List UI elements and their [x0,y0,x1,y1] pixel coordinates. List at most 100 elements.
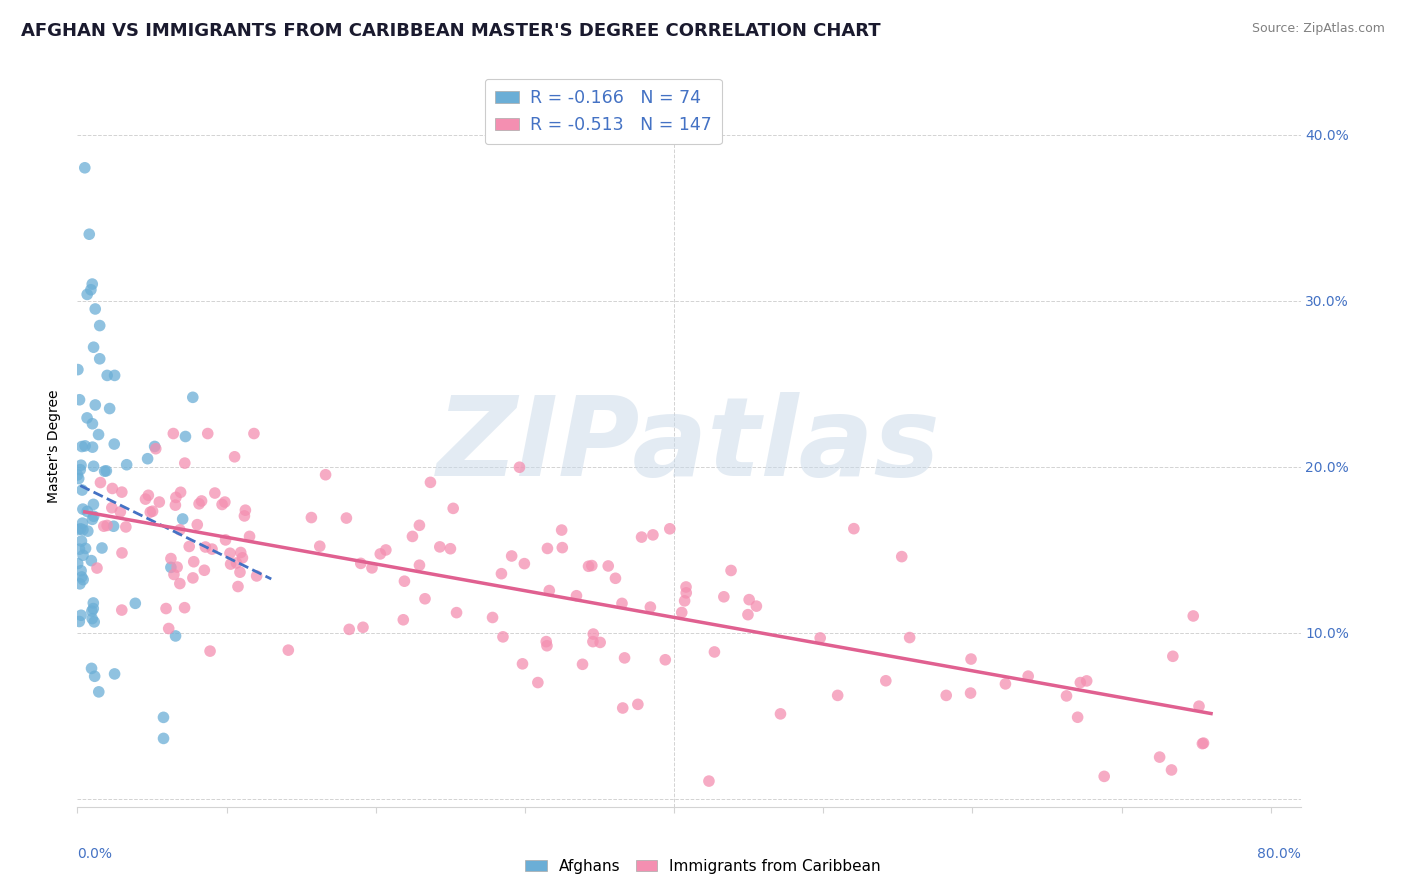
Point [225,556,247,570]
Point [66,467,89,482]
Point [69,577,91,591]
Point [898,631,921,645]
Point [148,495,170,509]
Point [72,573,94,587]
Point [368,547,391,561]
Point [1056,689,1078,703]
Point [160,551,183,566]
Point [745,599,768,614]
Point [1076,673,1098,688]
Point [392,613,415,627]
Point [76,287,98,301]
Point [165,491,187,505]
Point [1066,710,1088,724]
Point [1192,736,1215,750]
Point [69,392,91,407]
Point [201,542,224,557]
Point [69,542,91,557]
Point [605,571,627,585]
Point [139,505,162,519]
Point [111,603,134,617]
Point [190,494,212,508]
Point [160,560,183,574]
Point [429,540,451,554]
Point [675,580,697,594]
Point [959,686,981,700]
Point [582,627,605,641]
Point [67,471,90,485]
Point [238,529,260,543]
Point [613,651,636,665]
Point [66,523,89,537]
Point [91,541,114,555]
Point [1188,699,1211,714]
Point [87,685,110,699]
Point [994,677,1017,691]
Point [229,545,252,559]
Point [165,629,187,643]
Point [361,561,384,575]
Point [315,467,337,482]
Point [194,540,217,554]
Point [214,533,236,547]
Point [172,512,194,526]
Point [408,518,430,533]
Point [96,518,118,533]
Point [82,512,104,526]
Point [720,564,742,578]
Point [96,464,118,478]
Point [671,606,693,620]
Point [246,569,269,583]
Point [226,580,249,594]
Point [231,550,253,565]
Point [960,652,983,666]
Point [103,519,125,533]
Point [675,586,697,600]
Point [219,557,242,571]
Point [80,283,103,297]
Point [394,574,416,589]
Point [80,661,103,675]
Point [419,475,441,490]
Point [66,362,89,376]
Point [277,643,299,657]
Point [501,549,523,563]
Point [77,227,100,242]
Point [211,498,233,512]
Text: AFGHAN VS IMMIGRANTS FROM CARIBBEAN MASTER'S DEGREE CORRELATION CHART: AFGHAN VS IMMIGRANTS FROM CARIBBEAN MAST… [21,22,880,40]
Point [536,639,558,653]
Point [76,504,98,518]
Point [181,571,204,585]
Point [1149,750,1171,764]
Point [73,161,96,175]
Point [104,368,127,383]
Point [70,458,93,473]
Point [70,483,93,497]
Point [538,583,561,598]
Point [610,596,633,610]
Point [640,600,662,615]
Point [527,675,550,690]
Point [1161,649,1184,664]
Point [111,546,134,560]
Point [193,563,215,577]
Point [72,502,94,516]
Point [155,601,177,615]
Legend: Afghans, Immigrants from Caribbean: Afghans, Immigrants from Caribbean [519,853,887,880]
Point [75,439,97,453]
Point [589,635,612,649]
Point [654,653,676,667]
Point [214,495,236,509]
Point [76,524,98,538]
Point [308,539,330,553]
Point [508,460,530,475]
Point [630,530,652,544]
Point [551,541,574,555]
Point [76,410,98,425]
Point [1182,609,1205,624]
Point [198,644,221,658]
Point [1160,763,1182,777]
Point [890,549,912,564]
Point [299,510,322,524]
Point [565,589,588,603]
